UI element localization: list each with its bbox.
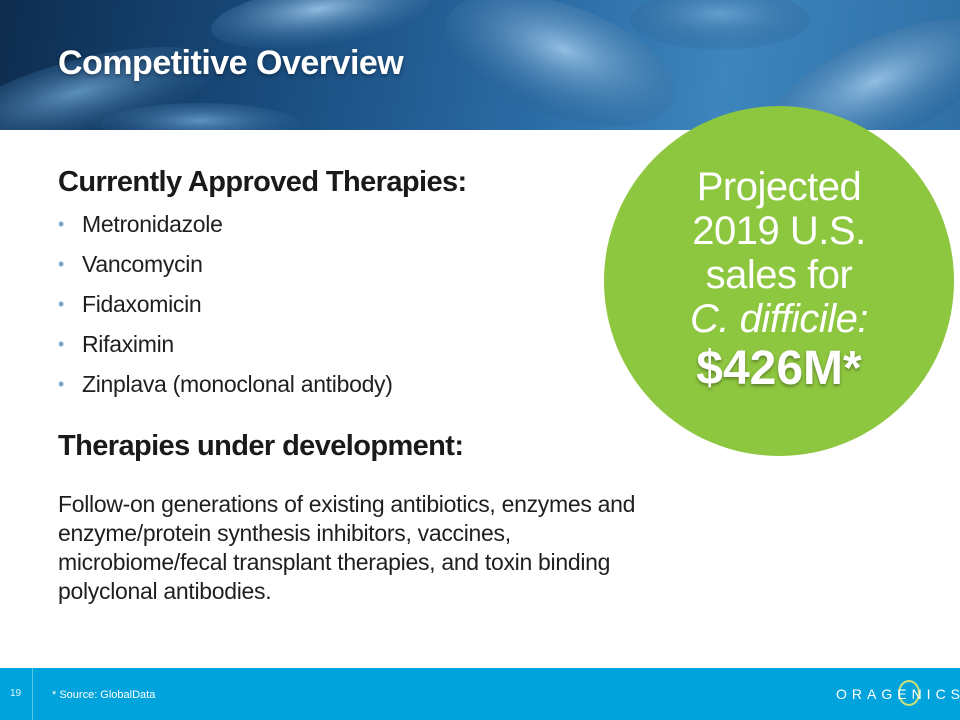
sales-callout-circle: Projected 2019 U.S. sales for C. diffici… <box>604 106 954 456</box>
bullet-icon: • <box>58 374 65 394</box>
bullet-icon: • <box>58 334 65 354</box>
approved-therapies-list: • Metronidazole • Vancomycin • Fidaxomicin … <box>56 204 393 404</box>
list-item: • Metronidazole <box>56 204 393 244</box>
bullet-icon: • <box>58 294 65 314</box>
list-item: • Vancomycin <box>56 244 393 284</box>
oragenics-logo: ORAGENICS <box>836 680 960 712</box>
list-item: • Zinplava (monoclonal antibody) <box>56 364 393 404</box>
callout-line-2: 2019 U.S. <box>692 209 866 253</box>
header-banner: Competitive Overview <box>0 0 960 130</box>
list-item: • Fidaxomicin <box>56 284 393 324</box>
footer-divider <box>32 668 33 720</box>
page-number: 19 <box>10 688 22 699</box>
callout-amount: $426M* <box>696 342 862 395</box>
logo-ring-icon <box>898 680 920 706</box>
approved-therapies-heading: Currently Approved Therapies: <box>58 166 467 198</box>
slide-title: Competitive Overview <box>58 44 404 82</box>
bullet-icon: • <box>58 254 65 274</box>
bacteria-background-image <box>0 0 960 130</box>
callout-line-4: C. difficile: <box>690 297 869 341</box>
logo-text: ORAGENICS <box>836 686 960 702</box>
list-item: • Rifaximin <box>56 324 393 364</box>
bullet-icon: • <box>58 214 65 234</box>
callout-line-3: sales for <box>705 253 853 297</box>
development-therapies-heading: Therapies under development: <box>58 430 464 462</box>
source-note: * Source: GlobalData <box>52 689 156 701</box>
callout-line-1: Projected <box>696 165 862 209</box>
footer-bar: 19 * Source: GlobalData <box>0 668 960 720</box>
development-description: Follow-on generations of existing antibi… <box>58 491 636 604</box>
